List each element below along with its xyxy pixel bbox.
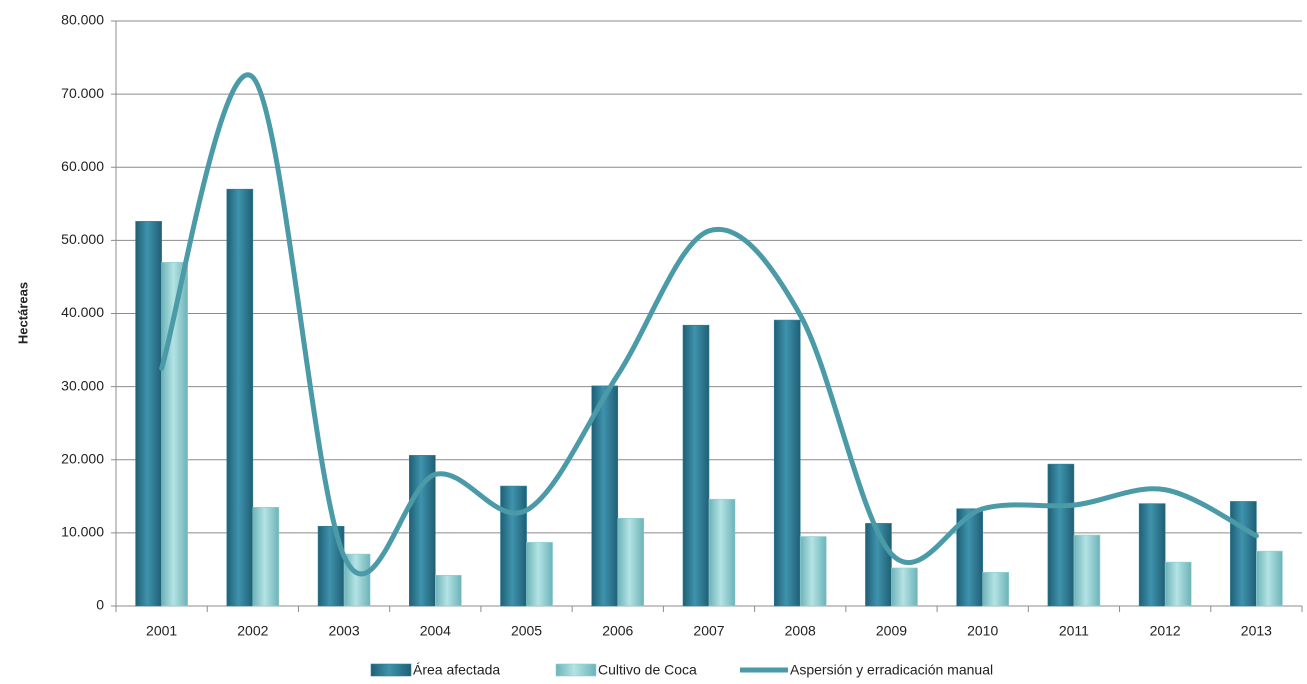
legend-label: Cultivo de Coca [598,662,697,678]
x-tick-label: 2012 [1150,623,1181,639]
bar [1164,561,1192,607]
x-tick-label: 2008 [785,623,816,639]
bar [409,455,436,607]
legend-swatch [555,663,597,677]
x-tick-label: 2002 [237,623,268,639]
bar [500,485,527,607]
bar [1256,550,1283,607]
legend-swatch [370,663,412,677]
legend-label: Área afectada [413,662,500,678]
bar [799,536,827,607]
bar [982,572,1009,607]
x-tick-label: 2007 [693,623,724,639]
bar [435,574,462,607]
y-axis-title: Hectáreas [15,282,30,344]
bar [1230,501,1257,607]
y-tick-label: 40.000 [61,304,104,320]
y-tick-label: 10.000 [61,524,104,540]
bar [891,567,918,607]
x-tick-label: 2009 [876,623,907,639]
x-tick-label: 2011 [1059,623,1089,639]
legend-label: Aspersión y erradicación manual [790,662,993,678]
bar [591,385,619,607]
bar [1138,503,1166,607]
bar [1073,534,1101,607]
y-tick-label: 70.000 [61,85,104,101]
x-tick-label: 2003 [328,623,359,639]
bar [708,498,736,607]
bar [617,517,645,607]
y-tick-label: 0 [96,597,104,613]
y-tick-label: 30.000 [61,377,104,393]
x-tick-label: 2013 [1241,623,1272,639]
y-tick-label: 60.000 [61,158,104,174]
x-tick-label: 2004 [420,623,451,639]
bar [135,221,162,607]
bar [1047,463,1075,607]
x-tick-label: 2001 [146,623,177,639]
line [159,72,1259,577]
y-tick-label: 50.000 [61,231,104,247]
x-tick-label: 2006 [602,623,633,639]
y-tick-label: 20.000 [61,450,104,466]
bar [526,542,553,607]
x-tick-label: 2010 [967,623,998,639]
bar [682,324,710,607]
bar [252,506,280,607]
y-tick-label: 80.000 [61,12,104,28]
x-tick-label: 2005 [511,623,542,639]
bar [773,319,801,607]
bar [226,188,254,607]
